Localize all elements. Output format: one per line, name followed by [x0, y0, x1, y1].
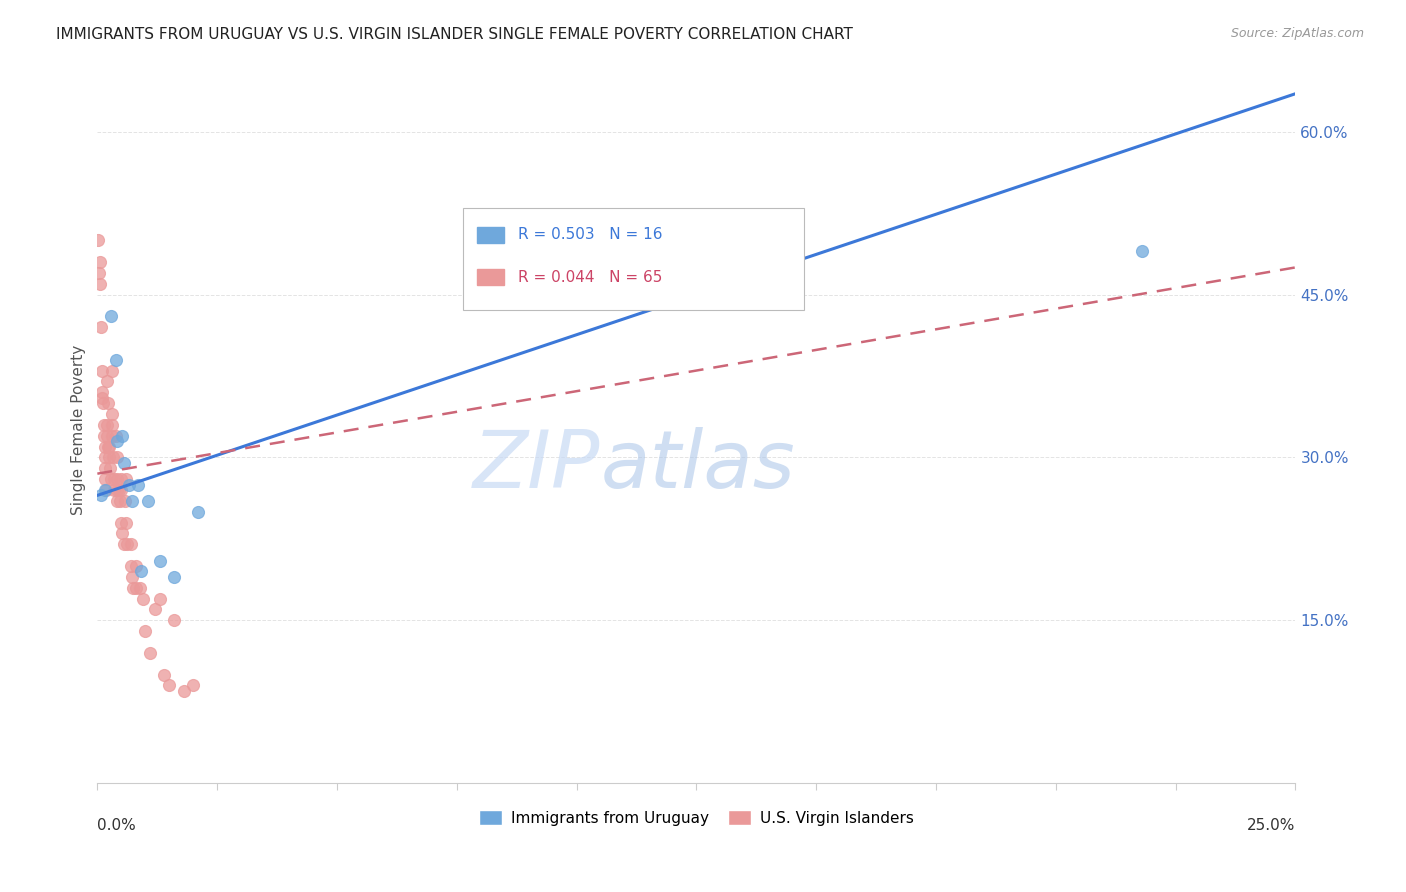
Bar	[477, 269, 503, 285]
Text: IMMIGRANTS FROM URUGUAY VS U.S. VIRGIN ISLANDER SINGLE FEMALE POVERTY CORRELATIO: IMMIGRANTS FROM URUGUAY VS U.S. VIRGIN I…	[56, 27, 853, 42]
Point	[122, 581, 145, 595]
Point	[96, 428, 118, 442]
Point	[134, 624, 156, 638]
Point	[115, 537, 138, 551]
FancyBboxPatch shape	[463, 208, 804, 310]
Point	[100, 428, 122, 442]
Point	[136, 493, 159, 508]
Point	[98, 450, 121, 465]
Point	[100, 363, 122, 377]
Point	[93, 428, 115, 442]
Point	[131, 565, 153, 579]
Text: atlas: atlas	[600, 426, 796, 505]
Point	[105, 450, 128, 465]
Point	[114, 493, 136, 508]
Point	[93, 417, 115, 432]
Point	[110, 472, 132, 486]
Point	[100, 417, 122, 432]
Point	[115, 516, 138, 530]
Point	[104, 352, 127, 367]
Point	[112, 456, 135, 470]
Point	[111, 428, 134, 442]
Point	[89, 255, 111, 269]
Point	[90, 488, 112, 502]
Point	[97, 440, 120, 454]
Point	[91, 396, 114, 410]
Point	[117, 477, 139, 491]
Point	[125, 581, 148, 595]
Point	[125, 558, 148, 573]
Point	[120, 558, 142, 573]
Point	[94, 472, 117, 486]
Legend: Immigrants from Uruguay, U.S. Virgin Islanders: Immigrants from Uruguay, U.S. Virgin Isl…	[472, 804, 920, 832]
Point	[153, 667, 176, 681]
Point	[90, 320, 112, 334]
Point	[91, 385, 114, 400]
Text: ZIP: ZIP	[474, 426, 600, 505]
Point	[91, 363, 114, 377]
Point	[149, 553, 172, 567]
Point	[110, 483, 132, 497]
Y-axis label: Single Female Poverty: Single Female Poverty	[72, 345, 86, 516]
Point	[97, 396, 120, 410]
Point	[87, 233, 110, 247]
Point	[108, 483, 131, 497]
Point	[100, 407, 122, 421]
Point	[93, 483, 115, 497]
Point	[93, 450, 115, 465]
Point	[132, 591, 155, 606]
Point	[163, 613, 186, 627]
Point	[112, 537, 135, 551]
Point	[111, 526, 134, 541]
Point	[121, 570, 143, 584]
Point	[107, 472, 129, 486]
Point	[101, 450, 124, 465]
Bar	[477, 227, 503, 243]
Point	[110, 516, 132, 530]
Point	[91, 391, 114, 405]
Point	[173, 683, 195, 698]
Point	[105, 483, 128, 497]
Point	[96, 375, 118, 389]
Point	[115, 472, 138, 486]
Point	[107, 434, 129, 449]
Point	[104, 428, 127, 442]
Point	[100, 472, 122, 486]
Point	[149, 591, 172, 606]
Point	[89, 277, 111, 291]
Point	[187, 505, 209, 519]
Point	[110, 493, 132, 508]
Point	[143, 602, 166, 616]
Point	[103, 472, 125, 486]
Text: R = 0.044   N = 65: R = 0.044 N = 65	[517, 269, 662, 285]
Point	[163, 570, 186, 584]
Point	[139, 646, 162, 660]
Point	[129, 581, 152, 595]
Point	[127, 477, 149, 491]
Point	[96, 417, 118, 432]
Point	[93, 440, 115, 454]
Text: 25.0%: 25.0%	[1247, 818, 1295, 833]
Point	[157, 678, 180, 692]
Text: Source: ZipAtlas.com: Source: ZipAtlas.com	[1230, 27, 1364, 40]
Text: 0.0%: 0.0%	[97, 818, 136, 833]
Point	[120, 537, 142, 551]
Point	[181, 678, 204, 692]
Point	[105, 493, 128, 508]
Point	[98, 461, 121, 475]
Point	[87, 266, 110, 280]
Point	[100, 310, 122, 324]
Text: R = 0.503   N = 16: R = 0.503 N = 16	[517, 227, 662, 243]
Point	[103, 483, 125, 497]
Point	[94, 483, 117, 497]
Point	[94, 461, 117, 475]
Point	[121, 493, 143, 508]
Point	[1130, 244, 1153, 259]
Point	[98, 440, 121, 454]
